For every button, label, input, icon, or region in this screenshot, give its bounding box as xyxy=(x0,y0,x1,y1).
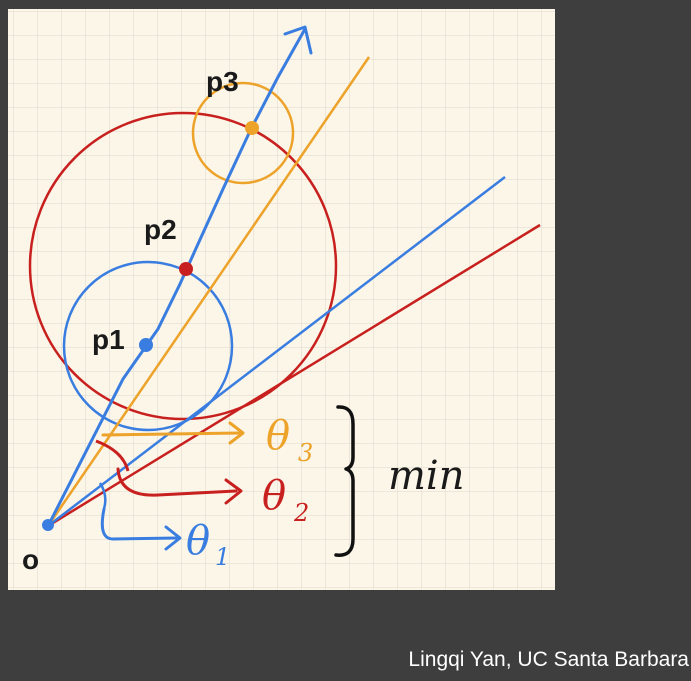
theta1-arc xyxy=(98,482,107,510)
theta2-subscript: 2 xyxy=(293,499,309,527)
theta2-arc xyxy=(95,439,130,472)
blue-small-circle xyxy=(62,260,234,432)
min-label: min xyxy=(388,453,464,499)
p3-label: p3 xyxy=(206,66,239,97)
ray-arrowhead xyxy=(283,25,313,55)
grid-lines xyxy=(8,9,555,590)
orange-circle xyxy=(191,81,295,185)
origin-label: o xyxy=(22,544,39,575)
p1-label: p1 xyxy=(92,324,125,355)
theta2-arrowhead xyxy=(224,478,243,505)
theta1-arrow xyxy=(100,507,180,541)
theta1-arrowhead xyxy=(164,525,182,551)
origin-point xyxy=(42,519,54,531)
theta2-label: θ xyxy=(262,473,286,519)
theta3-arrow xyxy=(101,431,242,437)
theta3-arrowhead xyxy=(228,421,245,445)
theta3-subscript: 3 xyxy=(298,439,313,467)
p3-point xyxy=(245,121,259,135)
theta1-subscript: 1 xyxy=(215,543,230,571)
theta2-arrow xyxy=(116,467,238,497)
p1-point xyxy=(139,338,153,352)
red-tangent-line xyxy=(47,223,541,528)
red-large-circle xyxy=(28,111,338,421)
theta1-label: θ xyxy=(186,518,210,564)
blue-tangent-line xyxy=(47,176,506,527)
p2-point xyxy=(179,262,193,276)
cone-tracing-diagram: o p1 p2 p3 θ 1 θ 2 θ 3 min xyxy=(8,9,555,590)
ray-line xyxy=(46,27,307,528)
orange-tangent-line xyxy=(46,56,371,527)
theta3-label: θ xyxy=(266,413,290,459)
p2-label: p2 xyxy=(144,214,177,245)
min-brace xyxy=(334,405,355,557)
credit-text: Lingqi Yan, UC Santa Barbara xyxy=(408,648,689,671)
